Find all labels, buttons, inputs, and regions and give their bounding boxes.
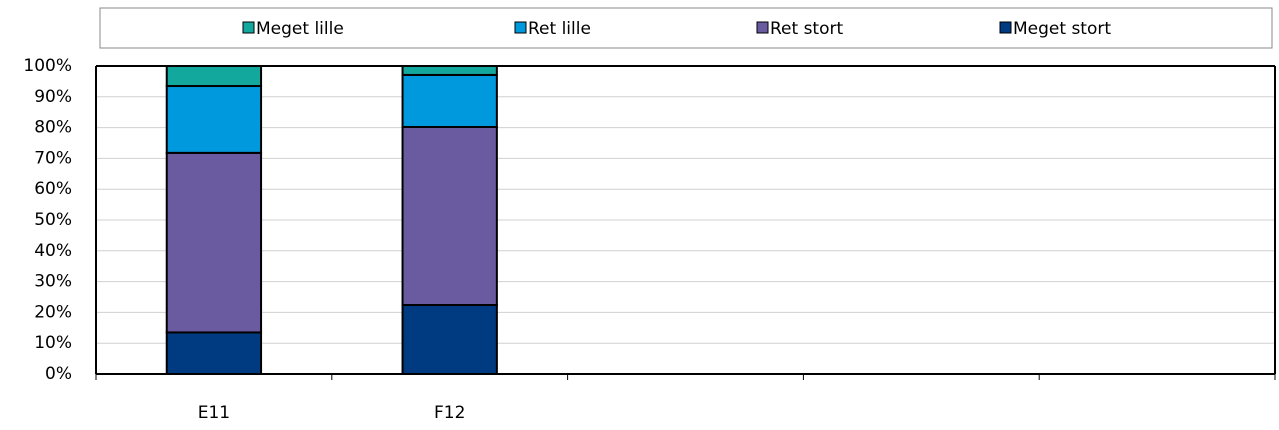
y-tick-label: 0% [45,364,72,384]
bar-segment [165,65,263,88]
bar-segment [401,125,498,307]
bar-segment [165,151,263,334]
bar-segment [401,73,498,128]
legend-swatch [242,21,255,34]
legend-box [99,7,1273,49]
y-tick-label: 40% [34,241,72,261]
bar-segment [165,331,263,376]
y-tick-label: 50% [34,210,72,230]
bar-segment [401,65,498,76]
legend-swatch [756,21,769,34]
bar-segment [401,304,498,375]
legend-swatch [514,21,527,34]
x-tick-label: E11 [198,403,230,423]
legend-label: Meget stort [1013,19,1111,39]
legend-label: Ret lille [528,19,591,39]
y-tick-label: 60% [34,179,72,199]
y-tick-label: 70% [34,148,72,168]
y-tick-label: 100% [23,56,72,76]
y-tick-label: 10% [34,333,72,353]
legend-label: Meget lille [256,19,344,39]
legend-swatch [999,21,1012,34]
x-tick-label: F12 [434,403,465,423]
y-tick-label: 80% [34,118,72,138]
y-tick-label: 30% [34,272,72,292]
y-tick-label: 20% [34,302,72,322]
bar-segment [165,85,263,154]
y-tick-label: 90% [34,87,72,107]
legend-label: Ret stort [770,19,843,39]
